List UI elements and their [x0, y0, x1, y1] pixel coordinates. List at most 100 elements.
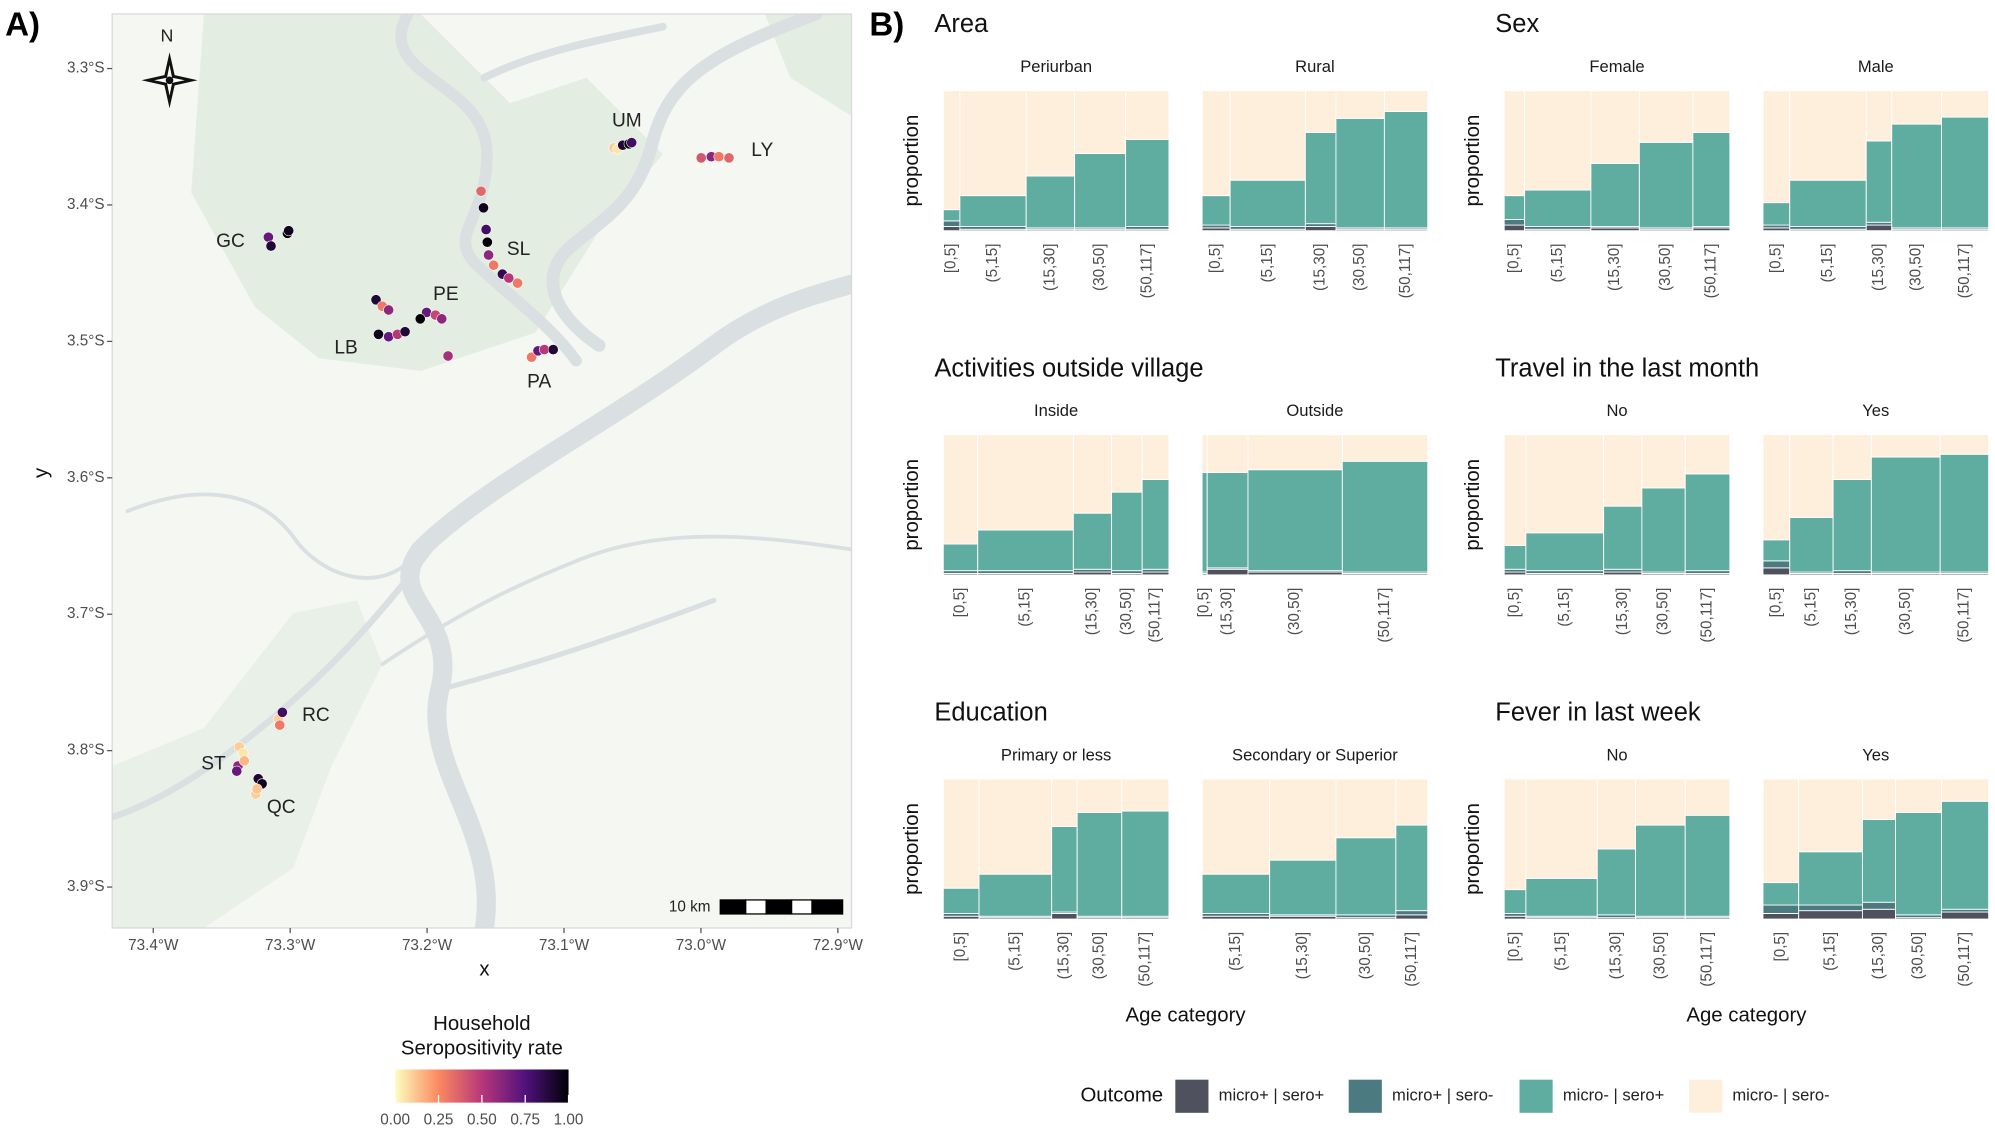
mosaic-segment: [1304, 90, 1337, 133]
household-point: [481, 236, 493, 248]
mosaic-segment: [1524, 90, 1592, 191]
y-axis-title: proportion: [901, 803, 923, 895]
x-tick-label: (15,30]: [1294, 932, 1311, 980]
legend-label: micro- | sero-: [1732, 1086, 1829, 1105]
village-label: PA: [527, 371, 551, 392]
mosaic-segment: [1072, 512, 1113, 570]
mosaic-segment: [1335, 778, 1397, 839]
household-point: [231, 765, 243, 777]
x-tick-label: (15,30]: [1219, 588, 1236, 636]
compass-label: N: [161, 26, 174, 46]
y-tick-label: 3.4°S: [67, 196, 105, 213]
x-tick-label: (5,15]: [984, 243, 1001, 282]
mosaic-segment: [942, 543, 979, 572]
mosaic-segment: [1861, 819, 1897, 903]
x-tick-label: (5,15]: [1227, 932, 1244, 971]
legend-swatch: [1519, 1079, 1553, 1113]
x-tick-label: (15,30]: [1055, 932, 1072, 980]
mosaic-segment: [1895, 778, 1942, 813]
x-tick-label: (15,30]: [1870, 932, 1887, 980]
mosaic-segment: [1524, 189, 1592, 227]
village-label: UM: [612, 111, 642, 132]
mosaic-segment: [1861, 778, 1897, 820]
mosaic-segment: [1684, 473, 1731, 572]
household-point: [713, 151, 725, 163]
facet-label: Male: [1858, 57, 1894, 76]
mosaic-segment: [1525, 434, 1605, 534]
mosaic-segment: [1206, 434, 1249, 473]
mosaic-segment: [1832, 479, 1872, 572]
x-tick-label: (15,30]: [1312, 243, 1329, 291]
village-label: QC: [267, 797, 296, 818]
mosaic-segment: [1762, 882, 1800, 906]
mosaic-segment: [1941, 911, 1990, 920]
x-tick-label: (30,50]: [1357, 932, 1374, 980]
mosaic-segment: [1201, 873, 1271, 914]
legend-label: micro- | sero+: [1563, 1086, 1664, 1105]
x-tick-label: (15,30]: [1870, 243, 1887, 291]
x-tick-label: (15,30]: [1607, 932, 1624, 980]
mosaic-segment: [1304, 132, 1337, 225]
mosaic-segment: [1941, 116, 1990, 229]
mosaic-segment: [1762, 539, 1791, 562]
mosaic-segment: [1125, 90, 1170, 140]
panel-title: Travel in the last month: [1495, 354, 1759, 382]
compass: [141, 52, 198, 109]
household-point: [526, 351, 537, 363]
colorbar-tick-label: 1.00: [554, 1112, 584, 1129]
facet-label: Outside: [1286, 401, 1343, 420]
household-point: [503, 272, 515, 284]
mosaic-segment: [1635, 824, 1686, 917]
legend-swatch: [1689, 1079, 1723, 1113]
village-label: GC: [216, 231, 245, 252]
mosaic-segment: [1503, 195, 1526, 220]
facet-label: Rural: [1295, 57, 1335, 76]
mosaic-segment: [1111, 491, 1143, 572]
y-tick-label: 3.6°S: [67, 469, 105, 486]
x-tick-label: (5,15]: [1259, 243, 1276, 282]
household-point: [414, 313, 426, 325]
x-tick-label: (30,50]: [1655, 588, 1672, 636]
panel-title: Activities outside village: [934, 354, 1203, 382]
village-label: RC: [302, 705, 330, 726]
mosaic-segment: [1762, 90, 1791, 204]
x-tick-label: 73.3°W: [265, 937, 316, 954]
mosaic-segment: [1304, 226, 1337, 232]
mosaic-segment: [1503, 778, 1527, 891]
x-tick-label: [0,5]: [1505, 243, 1522, 273]
mosaic-segment: [1503, 889, 1527, 914]
y-axis-title: proportion: [901, 115, 923, 207]
x-tick-label: (30,50]: [1351, 243, 1368, 291]
mosaic-segment: [1798, 904, 1863, 912]
x-tick-label: (5,15]: [1556, 588, 1573, 627]
mosaic-segment: [1596, 848, 1636, 916]
y-tick-label: 3.5°S: [67, 332, 105, 349]
panel-title: Education: [934, 699, 1047, 727]
mosaic-segment: [1395, 910, 1429, 916]
household-point: [488, 259, 499, 271]
mosaic-segment: [1229, 179, 1306, 227]
y-tick-label: 3.3°S: [67, 60, 105, 77]
x-tick-label: 73.2°W: [402, 937, 453, 954]
mosaic-segment: [1076, 778, 1123, 813]
x-tick-label: (30,50]: [1910, 932, 1927, 980]
mosaic-segment: [1206, 472, 1249, 569]
mosaic-segment: [1762, 560, 1791, 569]
x-tick-label: (50,117]: [1955, 588, 1972, 643]
x-tick-label: (30,50]: [1091, 932, 1108, 980]
mosaic-segment: [1638, 141, 1694, 229]
mosaic-segment: [1832, 434, 1872, 480]
household-point: [238, 755, 250, 767]
legend-swatch: [1175, 1079, 1209, 1113]
mosaic-segment: [942, 434, 979, 545]
panel-title: Area: [934, 10, 989, 38]
mosaic-segment: [1269, 859, 1337, 916]
village-label: SL: [507, 239, 530, 260]
mosaic-segment: [942, 209, 961, 222]
y-tick-label: 3.9°S: [67, 878, 105, 895]
mosaic-segment: [1692, 132, 1731, 227]
legend-title: Outcome: [1080, 1085, 1163, 1107]
mosaic-segment: [1870, 434, 1941, 458]
mosaic-segment: [1395, 824, 1429, 912]
colorbar-title: Seropositivity rate: [401, 1037, 563, 1059]
